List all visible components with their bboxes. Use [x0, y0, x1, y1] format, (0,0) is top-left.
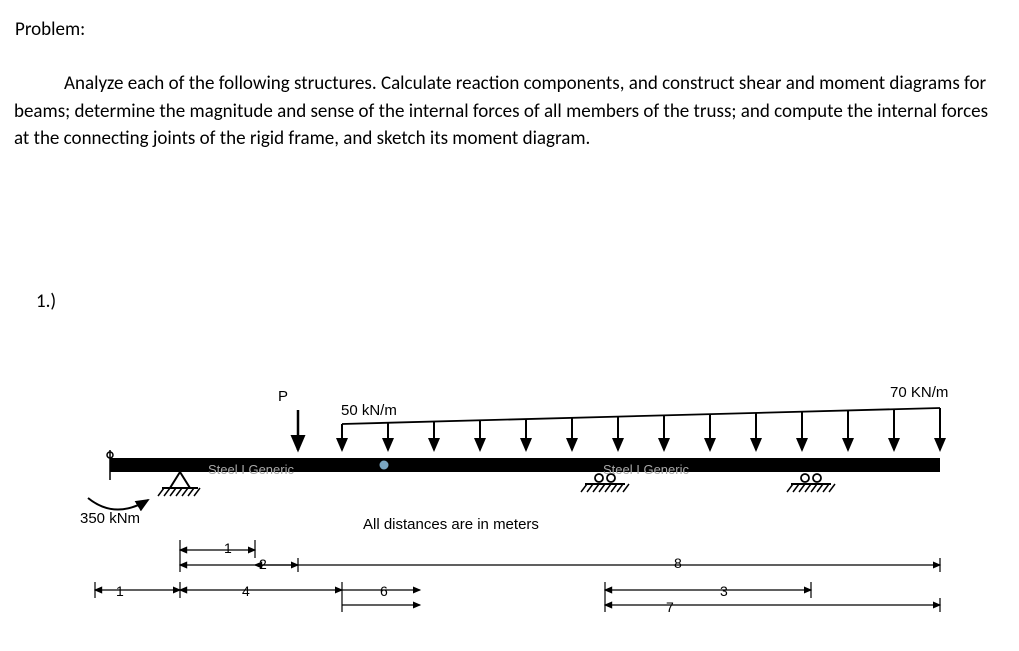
dim-6: 6	[380, 583, 388, 599]
dim-line-1	[95, 582, 180, 598]
dim-tick-6	[342, 598, 420, 612]
dim-3: 3	[720, 583, 728, 599]
udl-right-label: 70 KN/m	[890, 384, 948, 401]
steel-label-2: Steel I Generic	[603, 462, 689, 477]
moment-label: 350 kNm	[80, 510, 140, 527]
dim-2: 2	[259, 556, 267, 572]
body-content: Analyze each of the following structures…	[14, 72, 988, 150]
dim-line-3	[605, 582, 811, 598]
blue-dot-icon	[380, 461, 389, 470]
point-load-label: P	[278, 388, 288, 405]
udl-left-label: 50 kN/m	[341, 402, 397, 419]
dim-line-1a	[180, 540, 255, 558]
dim-1: 1	[116, 583, 124, 599]
problem-heading: Problem:	[15, 18, 85, 41]
dim-line-8	[255, 558, 940, 572]
steel-label-1: Steel I Generic	[208, 462, 294, 477]
roller-support-2	[787, 474, 835, 492]
applied-moment	[88, 498, 148, 510]
pin-support	[158, 472, 200, 496]
distributed-load	[342, 408, 940, 450]
diagram-svg	[80, 390, 960, 620]
beam-diagram: P 50 kN/m 70 KN/m 350 kNm All distances …	[80, 390, 960, 620]
distance-note: All distances are in meters	[363, 516, 539, 533]
dim-1a: 1	[224, 540, 232, 556]
dim-7: 7	[666, 599, 674, 615]
dim-line-4	[180, 582, 342, 598]
dim-line-7	[605, 598, 940, 612]
item-number: 1.)	[36, 290, 56, 313]
problem-body: Analyze each of the following structures…	[14, 70, 1004, 153]
dim-4: 4	[242, 583, 250, 599]
dim-8: 8	[674, 555, 682, 571]
